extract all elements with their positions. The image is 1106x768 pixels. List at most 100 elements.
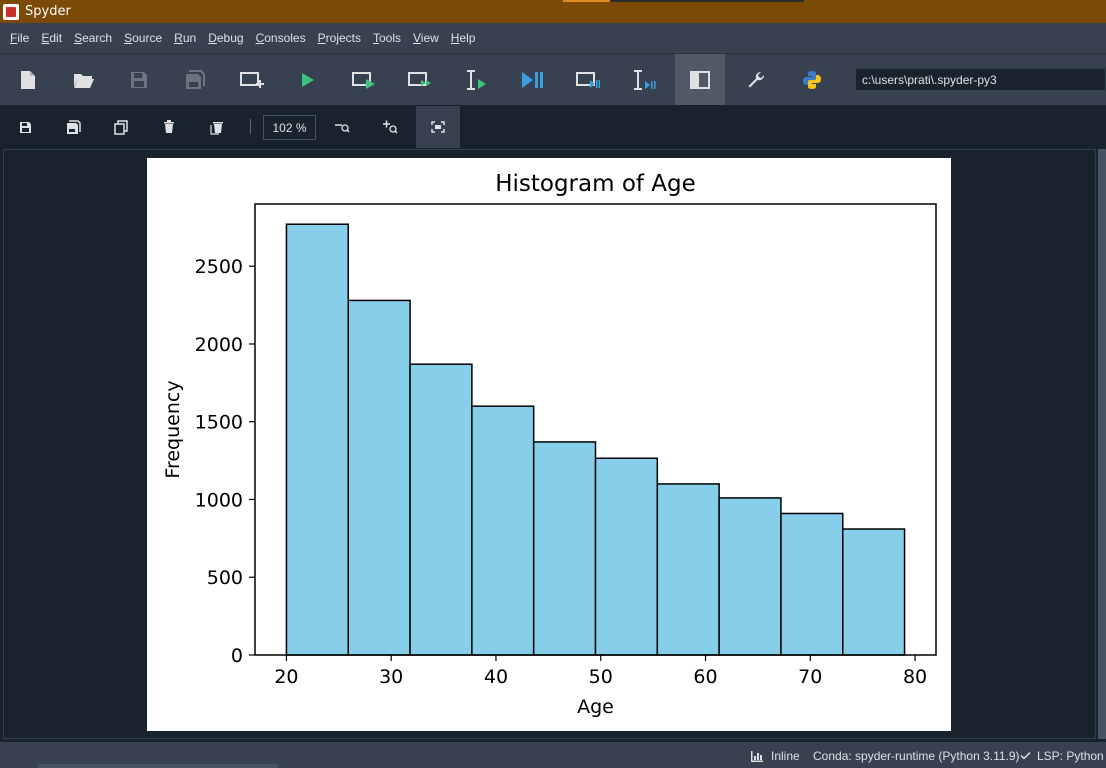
save-all-icon <box>66 119 81 134</box>
fit-to-pane-icon <box>431 121 445 133</box>
debug-file-button[interactable] <box>507 54 557 105</box>
histogram-bar <box>347 299 411 656</box>
new-file-icon <box>21 70 35 89</box>
debug-icon <box>522 71 543 88</box>
save-all-plots-button[interactable] <box>53 106 93 148</box>
menu-source[interactable]: Source <box>124 31 163 45</box>
histogram-bar <box>409 363 473 656</box>
maximize-pane-icon <box>690 70 710 89</box>
x-tick-label: 30 <box>379 666 403 688</box>
copy-icon <box>114 119 128 135</box>
trash-icon <box>164 120 174 133</box>
menu-file[interactable]: File <box>10 31 30 45</box>
preferences-button[interactable] <box>731 54 781 105</box>
debug-cell-button[interactable] <box>563 54 613 105</box>
status-conda[interactable]: Conda: spyder-runtime (Python 3.11.9) <box>813 749 1020 763</box>
menu-bar: File Edit Search Source Run Debug Consoles Proj… <box>0 23 1106 54</box>
zoom-out-icon <box>335 124 350 133</box>
menu-help[interactable]: Help <box>450 31 476 45</box>
histogram-bar <box>532 441 597 656</box>
fit-plot-button[interactable] <box>416 106 460 148</box>
pane-tab-indicator <box>38 764 278 768</box>
run-selection-icon <box>467 69 486 90</box>
status-lsp[interactable]: LSP: Python <box>1037 749 1104 763</box>
y-tick-label: 1500 <box>195 412 243 434</box>
run-cell-icon <box>352 71 375 89</box>
plots-toolbar <box>0 105 1106 149</box>
y-tick-label: 0 <box>231 645 243 667</box>
new-file-button[interactable] <box>3 54 53 105</box>
zoom-input[interactable]: 102 % <box>263 115 316 140</box>
remove-all-plots-button[interactable] <box>197 106 237 148</box>
histogram-bar <box>594 457 659 656</box>
folder-open-icon <box>74 73 94 88</box>
zoom-out-button[interactable] <box>322 106 362 148</box>
x-tick-label: 50 <box>589 666 613 688</box>
open-file-button[interactable] <box>59 54 109 105</box>
x-axis-label: Age <box>577 696 614 718</box>
toolbar-separator <box>250 119 251 134</box>
x-tick-label: 20 <box>274 666 298 688</box>
menu-consoles[interactable]: Consoles <box>255 31 306 45</box>
wrench-icon <box>748 71 765 87</box>
check-icon <box>1020 751 1031 760</box>
run-cell-advance-button[interactable] <box>395 54 445 105</box>
menu-view[interactable]: View <box>412 31 439 45</box>
histogram-bar <box>471 405 535 656</box>
run-selection-button[interactable] <box>451 54 501 105</box>
python-icon <box>803 70 821 89</box>
menu-run[interactable]: Run <box>174 31 197 45</box>
histogram-bar <box>780 512 844 656</box>
menu-projects[interactable]: Projects <box>317 31 361 45</box>
spyder-app-icon <box>3 3 19 20</box>
pythonpath-button[interactable] <box>787 54 837 105</box>
histogram-bar <box>656 483 720 656</box>
x-tick-label: 40 <box>484 666 508 688</box>
remove-plot-button[interactable] <box>149 106 189 148</box>
menu-edit[interactable]: Edit <box>41 31 63 45</box>
x-tick-label: 70 <box>798 666 822 688</box>
histogram-bar <box>718 497 782 656</box>
save-plot-button[interactable] <box>5 106 45 148</box>
run-cell-advance-icon <box>408 71 431 86</box>
debug-selection-icon <box>634 69 656 90</box>
histogram-chart: 20 30 40 50 60 70 80 0 500 1000 1500 2000 2500 Histog… <box>162 171 937 718</box>
status-bar: Inline Conda: spyder-runtime (Python 3.1… <box>0 742 1106 768</box>
copy-plot-button[interactable] <box>101 106 141 148</box>
trash-all-icon <box>210 121 223 135</box>
plot-icon <box>751 751 763 762</box>
working-directory-input[interactable]: c:\users\prati\.spyder-py3 <box>855 68 1106 91</box>
x-tick-label: 80 <box>903 666 927 688</box>
taskbar-strip-active <box>563 0 610 2</box>
save-all-icon <box>186 69 205 89</box>
axes-frame <box>254 203 937 656</box>
save-all-button[interactable] <box>170 54 220 105</box>
new-cell-icon <box>240 71 264 88</box>
y-tick-label: 2000 <box>195 334 243 356</box>
window-title: Spyder <box>25 4 71 19</box>
debug-selection-button[interactable] <box>619 54 669 105</box>
create-cell-button[interactable] <box>227 54 277 105</box>
status-inline: Inline <box>771 749 800 763</box>
histogram-bar <box>842 528 906 656</box>
save-icon <box>19 121 31 133</box>
vertical-scrollbar[interactable] <box>1098 149 1106 739</box>
menu-debug[interactable]: Debug <box>208 31 244 45</box>
menu-tools[interactable]: Tools <box>372 31 401 45</box>
title-bar: Spyder <box>0 0 1106 23</box>
plot-figure[interactable]: 20 30 40 50 60 70 80 0 500 1000 1500 2000 2500 Histog… <box>147 158 951 731</box>
y-tick-label: 1000 <box>195 489 243 511</box>
y-tick-label: 500 <box>207 567 243 589</box>
save-button[interactable] <box>114 54 164 105</box>
run-icon <box>302 72 314 87</box>
run-file-button[interactable] <box>283 54 333 105</box>
maximize-pane-button[interactable] <box>675 54 725 105</box>
taskbar-strip <box>610 0 804 2</box>
zoom-in-button[interactable] <box>370 106 410 148</box>
chart-title: Histogram of Age <box>495 171 696 197</box>
x-tick-label: 60 <box>693 666 717 688</box>
y-tick-label: 2500 <box>195 256 243 278</box>
run-cell-button[interactable] <box>339 54 389 105</box>
histogram-bar <box>285 223 349 656</box>
menu-search[interactable]: Search <box>74 31 113 45</box>
